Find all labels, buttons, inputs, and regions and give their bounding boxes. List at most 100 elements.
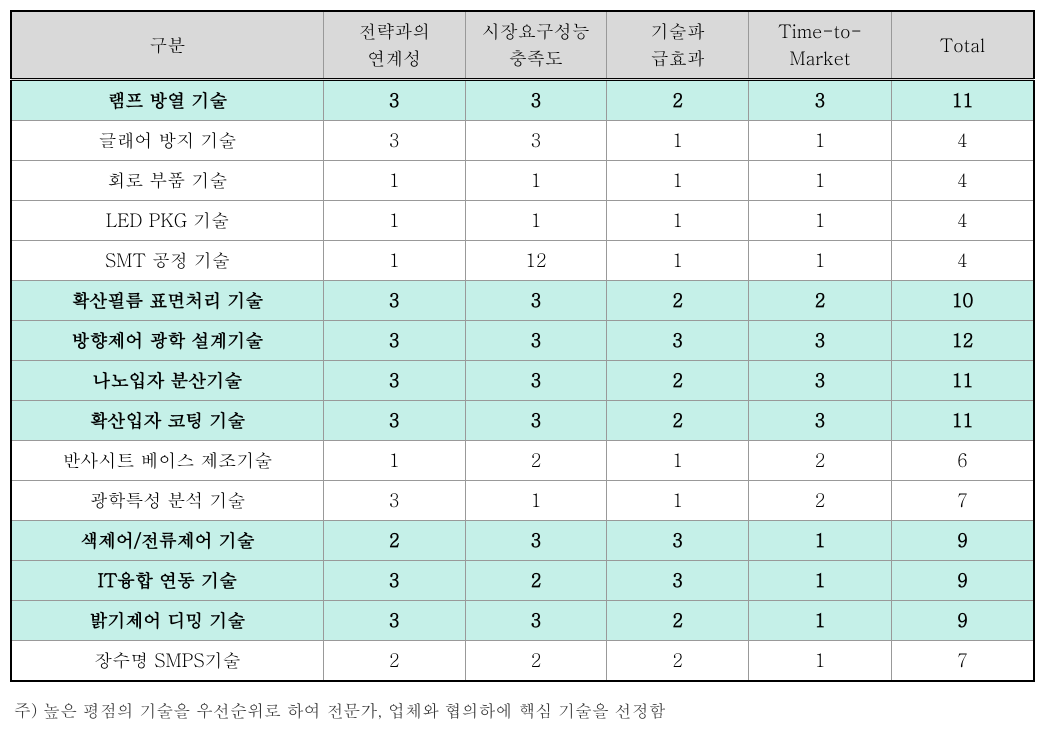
row-value-cell: 1 <box>748 641 891 682</box>
row-value-cell: 11 <box>891 80 1034 121</box>
footnote-text: 주) 높은 평점의 기술을 우선순위로 하여 전문가, 업체와 협의하에 핵심 … <box>10 698 1035 722</box>
table-row: SMT 공정 기술112114 <box>11 241 1034 281</box>
col-header-text: Total <box>940 33 985 58</box>
row-value-cell: 3 <box>323 321 465 361</box>
table-row: 밝기제어 디밍 기술33219 <box>11 601 1034 641</box>
row-value-cell: 1 <box>748 561 891 601</box>
row-value-cell: 1 <box>607 481 749 521</box>
row-label-cell: 램프 방열 기술 <box>11 80 323 121</box>
table-header-row: 구분 전략과의 연계성 시장요구성능 충족도 기술파 급효과 Time-to- … <box>11 11 1034 80</box>
row-value-cell: 2 <box>607 281 749 321</box>
row-value-cell: 3 <box>323 401 465 441</box>
row-value-cell: 1 <box>323 441 465 481</box>
col-header-total: Total <box>891 11 1034 80</box>
row-value-cell: 2 <box>748 481 891 521</box>
row-label-cell: IT융합 연동 기술 <box>11 561 323 601</box>
row-value-cell: 1 <box>465 481 607 521</box>
row-value-cell: 2 <box>465 561 607 601</box>
row-label-cell: 광학특성 분석 기술 <box>11 481 323 521</box>
row-label-cell: 장수명 SMPS기술 <box>11 641 323 682</box>
row-value-cell: 10 <box>891 281 1034 321</box>
col-header-market: 시장요구성능 충족도 <box>465 11 607 80</box>
col-header-ttm: Time-to- Market <box>748 11 891 80</box>
row-value-cell: 3 <box>323 601 465 641</box>
row-label-cell: 반사시트 베이스 제조기술 <box>11 441 323 481</box>
table-row: 회로 부품 기술11114 <box>11 161 1034 201</box>
table-row: 확산입자 코팅 기술332311 <box>11 401 1034 441</box>
row-value-cell: 1 <box>607 441 749 481</box>
col-header-text-line1: 기술파 <box>651 19 705 44</box>
col-header-category: 구분 <box>11 11 323 80</box>
row-value-cell: 2 <box>607 80 749 121</box>
row-value-cell: 3 <box>748 80 891 121</box>
row-value-cell: 3 <box>465 401 607 441</box>
row-label-cell: 회로 부품 기술 <box>11 161 323 201</box>
row-value-cell: 2 <box>607 641 749 682</box>
row-value-cell: 1 <box>323 241 465 281</box>
table-row: 방향제어 광학 설계기술333312 <box>11 321 1034 361</box>
table-row: 반사시트 베이스 제조기술12126 <box>11 441 1034 481</box>
row-value-cell: 4 <box>891 161 1034 201</box>
row-value-cell: 3 <box>323 281 465 321</box>
table-row: 나노입자 분산기술332311 <box>11 361 1034 401</box>
row-value-cell: 3 <box>465 80 607 121</box>
row-value-cell: 3 <box>323 481 465 521</box>
col-header-text: 구분 <box>149 33 185 58</box>
row-value-cell: 2 <box>748 441 891 481</box>
row-value-cell: 9 <box>891 521 1034 561</box>
row-value-cell: 3 <box>607 561 749 601</box>
table-row: 색제어/전류제어 기술23319 <box>11 521 1034 561</box>
row-value-cell: 1 <box>465 201 607 241</box>
col-header-text-line2: 충족도 <box>509 46 563 71</box>
row-label-cell: 색제어/전류제어 기술 <box>11 521 323 561</box>
row-value-cell: 1 <box>748 601 891 641</box>
row-value-cell: 6 <box>891 441 1034 481</box>
row-value-cell: 12 <box>891 321 1034 361</box>
technology-evaluation-table: 구분 전략과의 연계성 시장요구성능 충족도 기술파 급효과 Time-to- … <box>10 10 1035 682</box>
table-row: 램프 방열 기술332311 <box>11 80 1034 121</box>
row-label-cell: 방향제어 광학 설계기술 <box>11 321 323 361</box>
row-value-cell: 3 <box>748 321 891 361</box>
row-value-cell: 9 <box>891 601 1034 641</box>
row-value-cell: 3 <box>465 601 607 641</box>
row-value-cell: 2 <box>748 281 891 321</box>
row-value-cell: 1 <box>465 161 607 201</box>
col-header-text-line1: Time-to- <box>778 19 862 44</box>
col-header-text-line1: 전략과의 <box>358 19 430 44</box>
row-value-cell: 3 <box>323 561 465 601</box>
row-value-cell: 4 <box>891 241 1034 281</box>
col-header-text-line2: 급효과 <box>651 46 705 71</box>
row-value-cell: 2 <box>607 361 749 401</box>
row-value-cell: 11 <box>891 361 1034 401</box>
row-value-cell: 11 <box>891 401 1034 441</box>
row-value-cell: 1 <box>748 161 891 201</box>
row-label-cell: 나노입자 분산기술 <box>11 361 323 401</box>
row-value-cell: 2 <box>465 441 607 481</box>
row-label-cell: 확산필름 표면처리 기술 <box>11 281 323 321</box>
table-row: 글래어 방지 기술33114 <box>11 121 1034 161</box>
col-header-text-line2: Market <box>790 46 851 71</box>
row-value-cell: 3 <box>748 361 891 401</box>
row-value-cell: 2 <box>607 601 749 641</box>
table-body: 램프 방열 기술332311글래어 방지 기술33114회로 부품 기술1111… <box>11 80 1034 682</box>
row-value-cell: 1 <box>748 521 891 561</box>
row-label-cell: LED PKG 기술 <box>11 201 323 241</box>
row-value-cell: 1 <box>607 121 749 161</box>
row-value-cell: 3 <box>465 361 607 401</box>
col-header-strategy: 전략과의 연계성 <box>323 11 465 80</box>
row-value-cell: 1 <box>748 201 891 241</box>
row-value-cell: 3 <box>607 521 749 561</box>
row-value-cell: 3 <box>607 321 749 361</box>
row-value-cell: 1 <box>323 161 465 201</box>
col-header-text-line2: 연계성 <box>367 46 421 71</box>
row-label-cell: 글래어 방지 기술 <box>11 121 323 161</box>
row-label-cell: 밝기제어 디밍 기술 <box>11 601 323 641</box>
row-value-cell: 1 <box>607 241 749 281</box>
table-row: 광학특성 분석 기술31127 <box>11 481 1034 521</box>
row-value-cell: 2 <box>323 641 465 682</box>
row-value-cell: 1 <box>748 241 891 281</box>
row-value-cell: 1 <box>607 161 749 201</box>
table-row: 확산필름 표면처리 기술332210 <box>11 281 1034 321</box>
row-value-cell: 3 <box>323 80 465 121</box>
row-value-cell: 2 <box>607 401 749 441</box>
